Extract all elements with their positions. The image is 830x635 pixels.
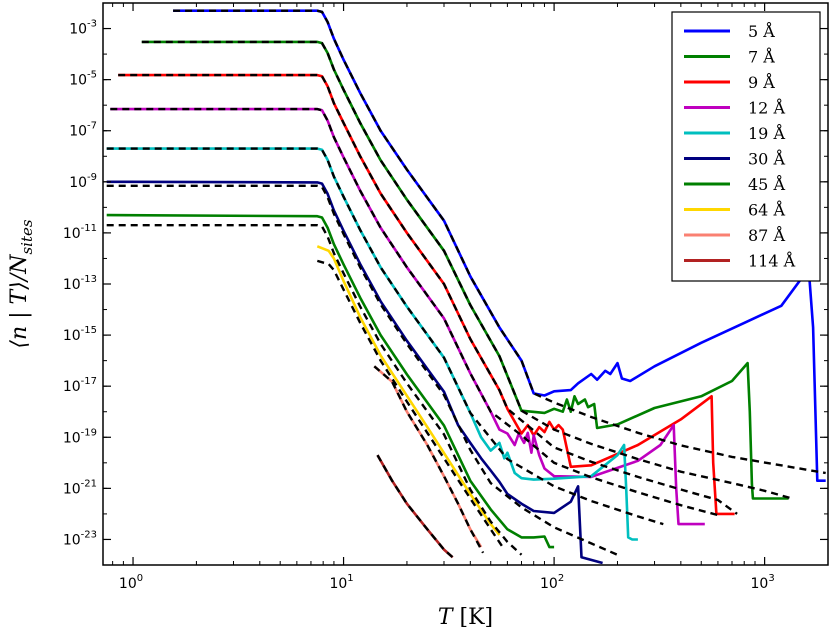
legend-label: 5 Å — [748, 21, 775, 41]
legend-label: 7 Å — [748, 47, 775, 67]
tick-label: 10-11 — [63, 223, 97, 242]
fit-line-45A — [106, 223, 523, 556]
tick-label: 10-3 — [69, 19, 97, 38]
legend-label: 19 Å — [748, 123, 785, 143]
series-line-30A — [106, 180, 603, 565]
legend: 5 Å 7 Å 9 Å 12 Å 19 Å 30 Å 45 Å 64 Å 87 Å 114 Å — [671, 11, 821, 282]
legend-label: 45 Å — [748, 174, 785, 194]
fit-line-64A — [316, 259, 504, 548]
tick-label: 10-15 — [63, 325, 97, 344]
ticks-layer: 100 101 102 103 10-3 10-5 10-7 10-9 10-11 10-13 10… — [63, 2, 829, 592]
fit-line-9A — [118, 73, 738, 515]
tick-label: 100 — [119, 573, 143, 592]
fit-line-30A — [106, 184, 618, 556]
tick-label: 101 — [329, 573, 353, 592]
series-line-12A — [110, 107, 705, 526]
tick-label: 10-7 — [69, 121, 97, 140]
series-line-45A — [106, 213, 555, 549]
tick-label: 10-9 — [69, 172, 97, 191]
tick-label: 10-5 — [69, 70, 97, 89]
series-line-5A — [173, 9, 826, 483]
series-line-9A — [118, 73, 735, 516]
legend-box — [671, 11, 821, 282]
fit-line-7A — [141, 40, 793, 500]
tick-label: 10-19 — [63, 427, 97, 446]
tick-label: 10-17 — [63, 376, 97, 395]
fit-line-19A — [106, 147, 664, 526]
legend-label: 9 Å — [748, 72, 775, 92]
legend-label: 12 Å — [748, 98, 785, 118]
fit-line-12A — [110, 107, 719, 517]
fit-line-87A — [373, 365, 485, 554]
tick-label: 10-23 — [63, 529, 97, 548]
tick-label: 103 — [751, 573, 775, 592]
legend-label: 30 Å — [748, 149, 785, 169]
series-line-64A — [316, 245, 501, 536]
y-axis-label: ⟨n | T⟩/Nsites — [7, 219, 36, 348]
tick-label: 10-21 — [63, 478, 97, 497]
tick-label: 10-13 — [63, 274, 97, 293]
legend-label: 87 Å — [748, 225, 785, 245]
series-layer — [106, 9, 826, 565]
legend-label: 64 Å — [748, 200, 785, 220]
x-axis-label: T [K] — [438, 605, 493, 630]
tick-label: 102 — [540, 573, 564, 592]
fit-line-114A — [376, 454, 454, 559]
legend-label: 114 Å — [748, 251, 796, 271]
series-line-19A — [106, 147, 638, 541]
